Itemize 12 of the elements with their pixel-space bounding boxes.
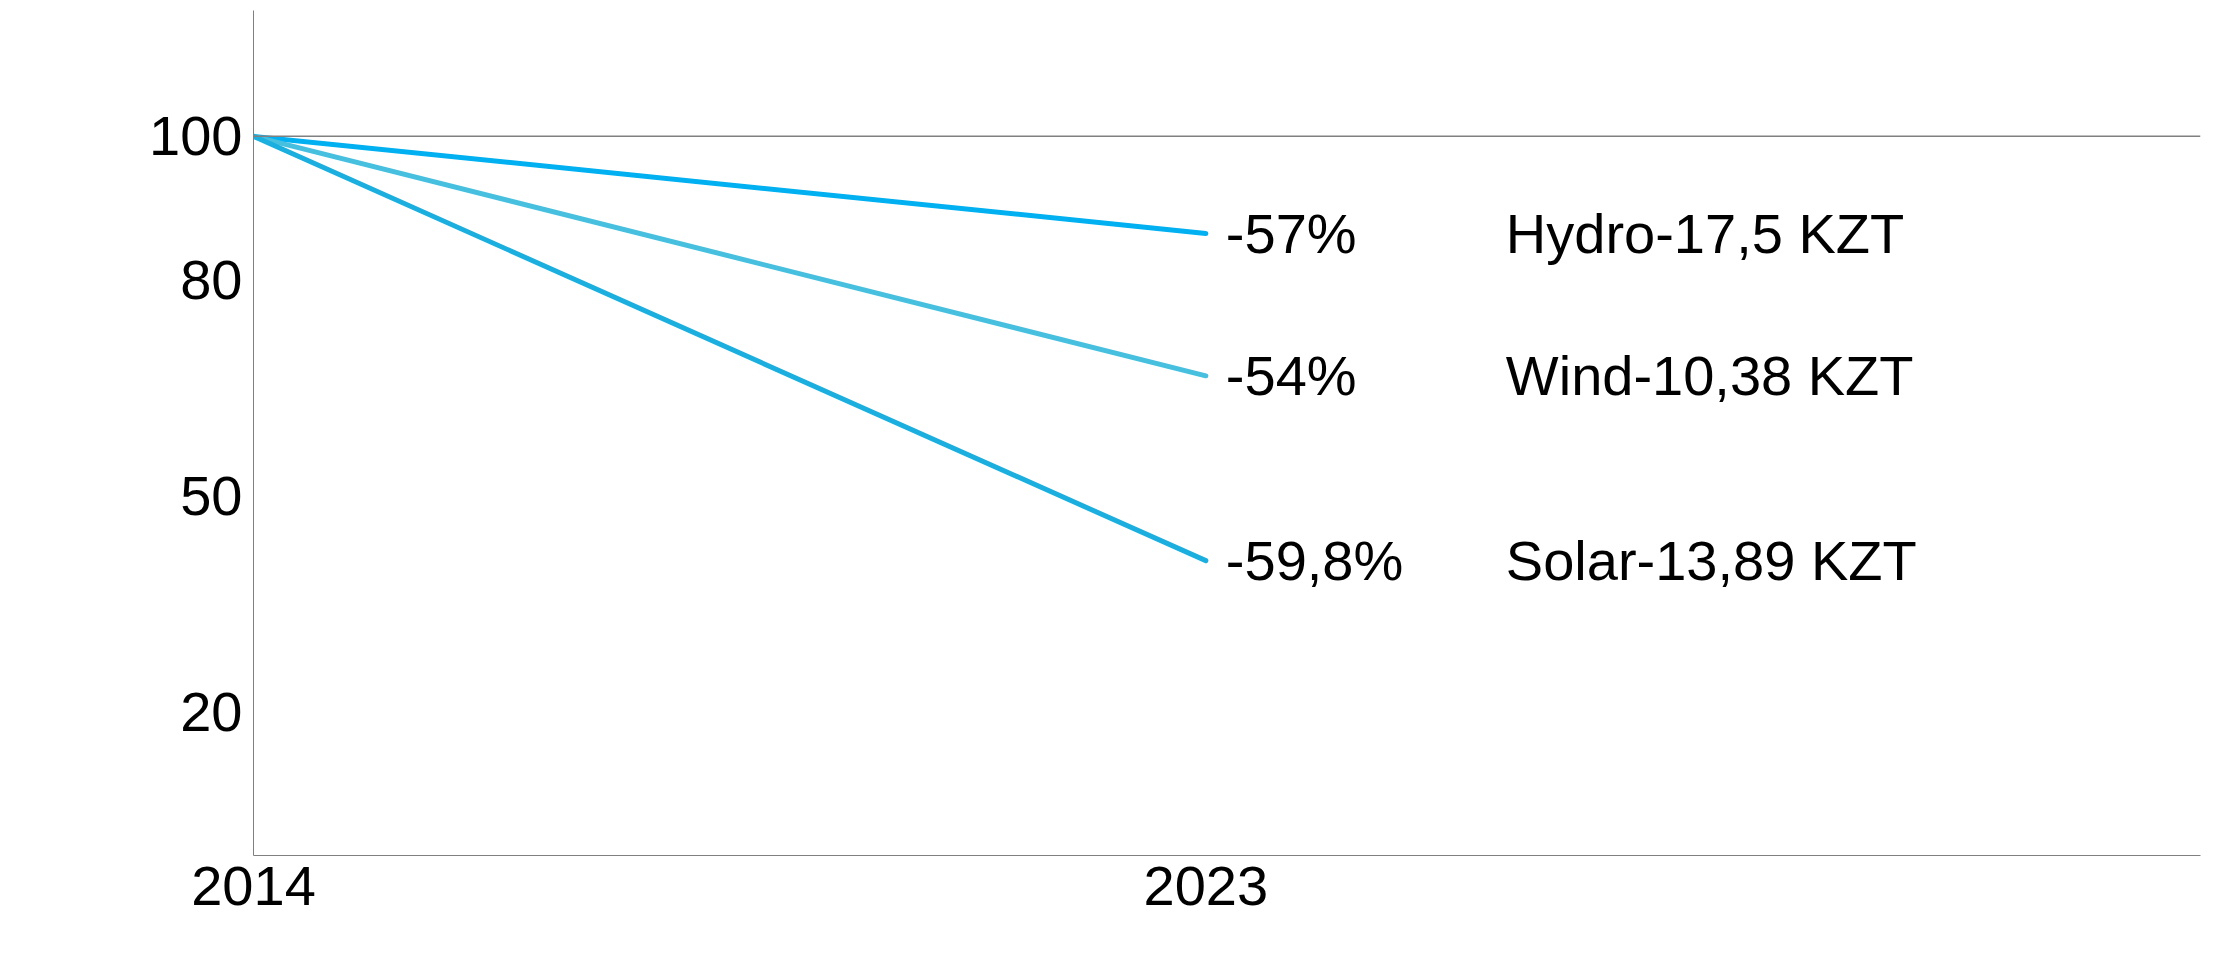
y-tick-label: 20 bbox=[180, 679, 243, 743]
annotation: -57% bbox=[1225, 201, 1357, 265]
x-tick-label: 2014 bbox=[191, 853, 316, 917]
text: Solar-13,89 KZT bbox=[1505, 529, 1917, 593]
x-tick-label: 2023 bbox=[1143, 853, 1269, 917]
y-tick-label: 50 bbox=[180, 463, 243, 527]
annotation: -59,8% bbox=[1225, 529, 1404, 593]
text: Wind-10,38 KZT bbox=[1505, 344, 1914, 408]
annotation: -54% bbox=[1225, 344, 1357, 408]
y-tick-label: 100 bbox=[149, 104, 243, 168]
text: Hydro-17,5 KZT bbox=[1505, 201, 1905, 265]
y-tick-label: 80 bbox=[180, 248, 243, 312]
